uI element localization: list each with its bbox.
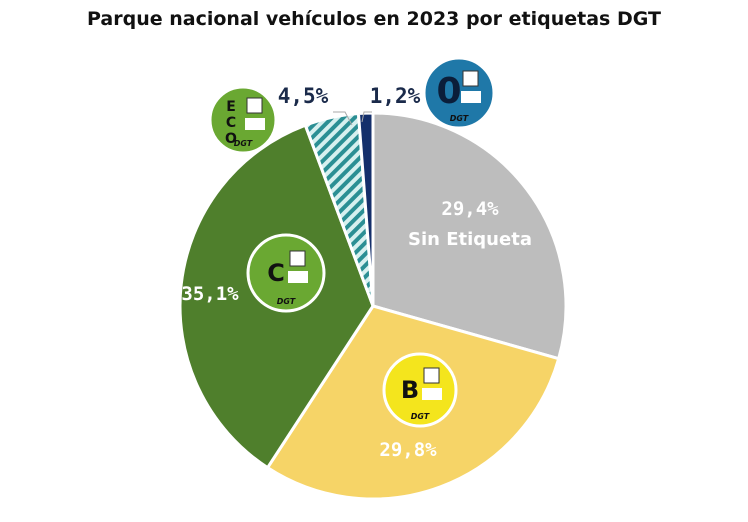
badge-brand: DGT [277,297,296,306]
badge-brand: DGT [234,139,253,148]
badge-brand: DGT [411,412,430,421]
value-label: 35,1% [181,283,239,305]
pie-slice-0 [356,111,375,307]
badge-letter: C [267,259,285,287]
leader-line [361,111,372,123]
dgt-badge-b: B DGT [382,352,458,428]
pie-slice-sin-etiqueta [371,111,568,361]
value-label: 29,4% [441,198,499,220]
value-label: 4,5% [278,84,329,108]
badge-brand: DGT [450,114,469,123]
dgt-badge-eco: DGT [208,85,278,155]
chart-title: Parque nacional vehículos en 2023 por et… [87,8,661,30]
value-label: 29,8% [379,439,437,461]
category-label: Sin Etiqueta [408,229,532,250]
dgt-badge-c: C DGT [246,233,326,313]
dgt-badge-0: 0 DGT [422,56,496,130]
badge-letter: 0 [436,71,461,112]
badge-letter: B [401,376,419,404]
leader-line [333,111,353,126]
eco-badge-label: ECO [223,99,239,147]
value-label: 1,2% [370,84,421,108]
